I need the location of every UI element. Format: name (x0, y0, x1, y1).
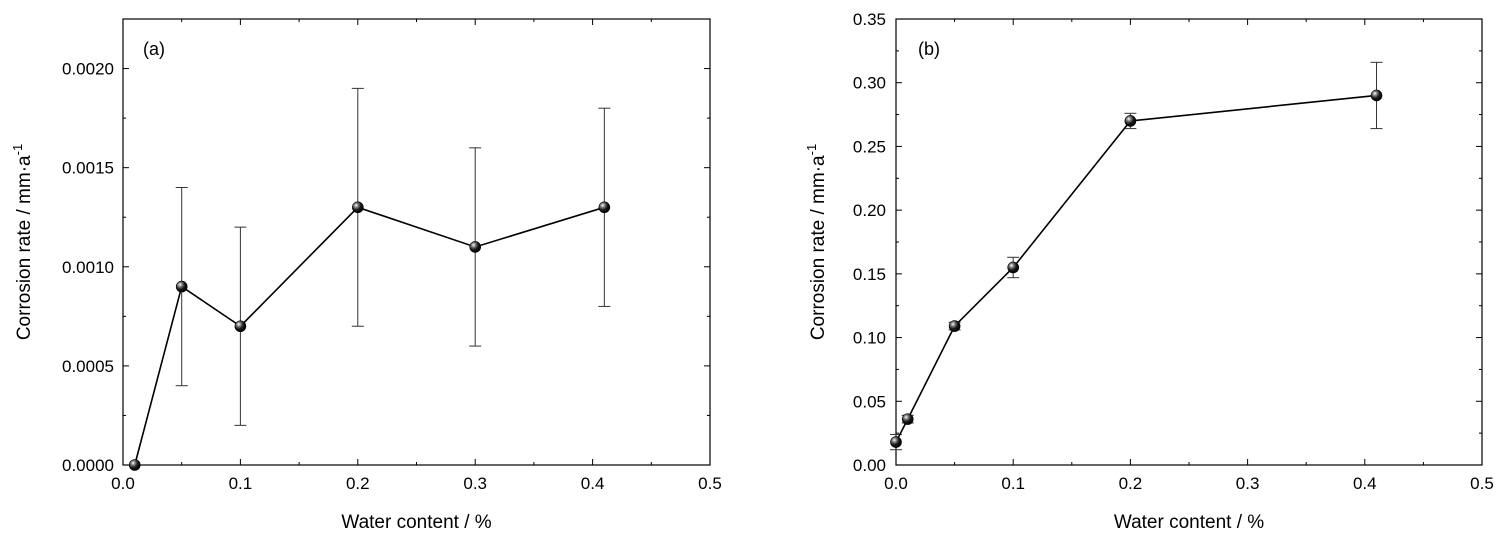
y-axis-title: Corrosion rate / mm·a-1 (10, 144, 35, 340)
y-tick-label: 0.35 (853, 10, 886, 29)
data-point (469, 241, 482, 253)
y-tick-label: 0.0015 (62, 159, 114, 178)
y-tick-label: 0.10 (853, 329, 886, 348)
y-tick-label: 0.0000 (62, 456, 114, 475)
y-axis-title-superscript: -1 (804, 144, 819, 156)
data-point (901, 413, 914, 425)
data-point (1370, 89, 1383, 102)
y-tick-label: 0.00 (853, 456, 886, 475)
x-tick-label: 0.5 (698, 474, 722, 493)
x-axis-title: Water content / % (1114, 512, 1264, 533)
y-axis-title-superscript: -1 (10, 144, 25, 156)
data-point (1007, 261, 1020, 274)
data-point (948, 320, 961, 332)
data-point (1124, 115, 1137, 127)
y-tick-label: 0.15 (853, 265, 886, 284)
data-point (175, 280, 188, 293)
x-tick-label: 0.2 (346, 474, 370, 493)
x-tick-label: 0.0 (111, 474, 135, 493)
x-tick-label: 0.4 (1353, 474, 1377, 493)
y-tick-label: 0.0020 (62, 60, 114, 79)
x-tick-label: 0.3 (1236, 474, 1260, 493)
chart-panel-a: 0.0 0.1 0.2 0.3 0.4 0.5 0.0000 0.0005 0.0010 0.00… (10, 18, 722, 533)
data-point (128, 459, 141, 471)
y-tick-label: 0.05 (853, 392, 886, 411)
x-axis-title: Water content / % (341, 512, 491, 533)
y-axis-title-text: Corrosion rate / mm·a (14, 155, 35, 340)
y-tick-label: 0.30 (853, 74, 886, 93)
data-point (351, 201, 364, 214)
series-line (895, 94, 1377, 443)
plot-frame (122, 18, 711, 466)
y-tick-label: 0.20 (853, 201, 886, 220)
y-axis-title: Corrosion rate / mm·a-1 (804, 144, 829, 340)
y-tick-label: 0.0005 (62, 357, 114, 376)
plot-frame (895, 18, 1483, 466)
y-tick-label: 0.25 (853, 137, 886, 156)
x-tick-label: 0.1 (229, 474, 253, 493)
x-tick-label: 0.0 (884, 474, 908, 493)
x-tick-label: 0.2 (1119, 474, 1143, 493)
x-tick-label: 0.5 (1470, 474, 1494, 493)
x-tick-label: 0.3 (463, 474, 487, 493)
x-tick-label: 0.1 (1001, 474, 1025, 493)
data-point (890, 436, 902, 448)
panel-label: (b) (918, 39, 940, 59)
y-axis-title-text: Corrosion rate / mm·a (808, 155, 829, 340)
chart-panel-b: 0.0 0.1 0.2 0.3 0.4 0.5 0.00 0.05 0.10 0.15 0.20 0.… (804, 10, 1494, 533)
series-line (133, 206, 605, 466)
data-point (234, 320, 247, 333)
y-tick-label: 0.0010 (62, 258, 114, 277)
data-point (598, 201, 611, 214)
x-tick-label: 0.4 (581, 474, 605, 493)
panel-label: (a) (143, 39, 165, 59)
